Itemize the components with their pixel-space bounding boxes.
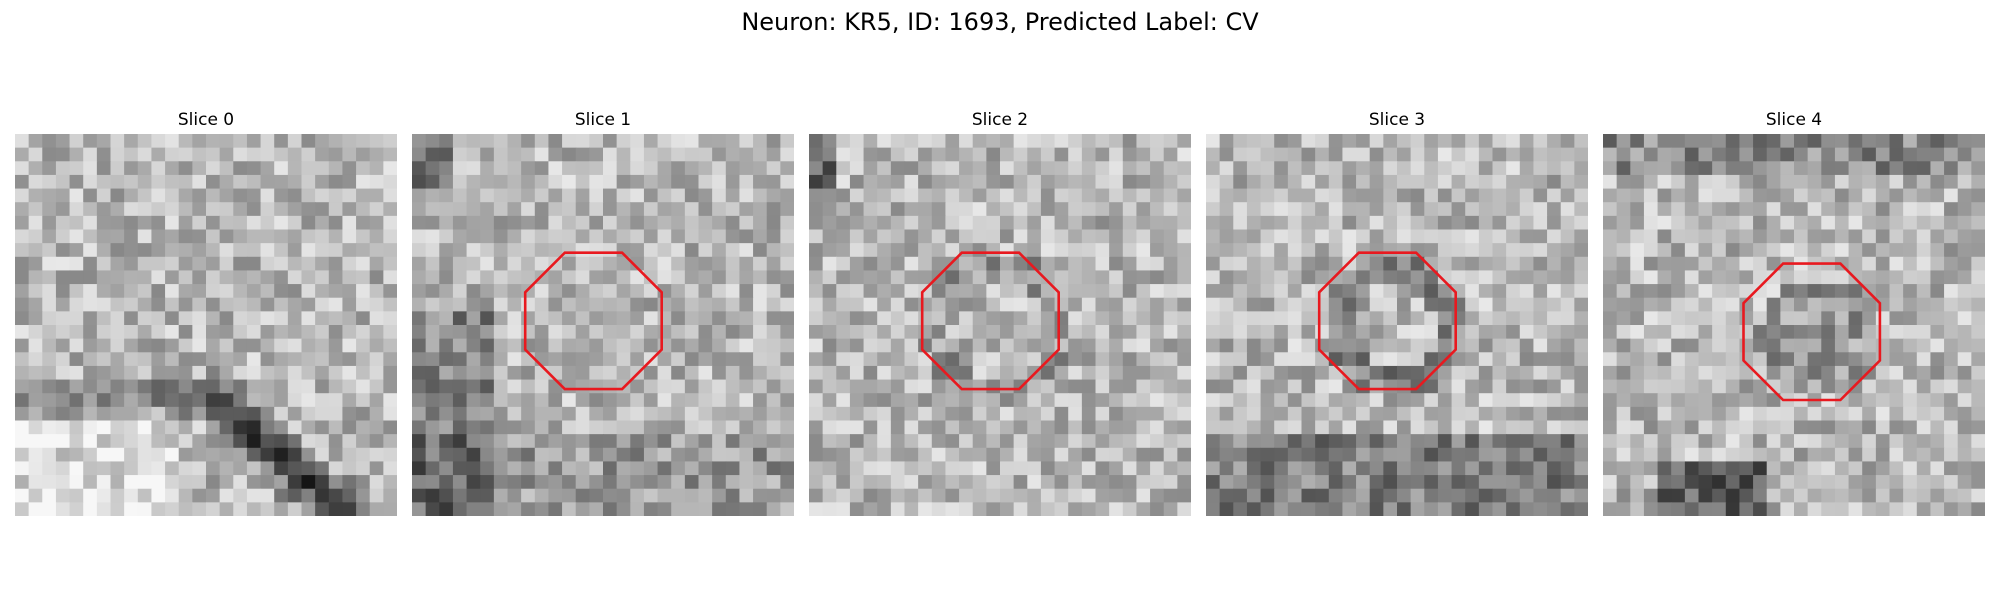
slice-image-0 [15, 134, 397, 516]
slice-title-1: Slice 1 [574, 110, 632, 130]
pixel-grid-4 [1603, 134, 1985, 516]
slice-image-2 [809, 134, 1191, 516]
roi-contour-2 [920, 251, 1060, 391]
pixel-grid-3 [1206, 134, 1588, 516]
roi-contour-4 [1742, 262, 1882, 402]
slice-image-4 [1603, 134, 1985, 516]
slice-title-3: Slice 3 [1368, 110, 1426, 130]
slice-panel-2: Slice 2 [809, 108, 1191, 516]
slice-panel-0: Slice 0 [15, 108, 397, 516]
slice-title-4: Slice 4 [1765, 110, 1823, 130]
slice-panel-4: Slice 4 [1603, 108, 1985, 516]
roi-contour-1 [523, 251, 663, 391]
slice-panel-1: Slice 1 [412, 108, 794, 516]
pixel-grid-2 [809, 134, 1191, 516]
figure-title: Neuron: KR5, ID: 1693, Predicted Label: … [741, 8, 1259, 36]
slice-panel-3: Slice 3 [1206, 108, 1588, 516]
slice-title-0: Slice 0 [177, 110, 235, 130]
pixel-grid-0 [15, 134, 397, 516]
slice-title-2: Slice 2 [971, 110, 1029, 130]
slice-image-1 [412, 134, 794, 516]
pixel-grid-1 [412, 134, 794, 516]
slice-image-3 [1206, 134, 1588, 516]
roi-contour-3 [1317, 251, 1457, 391]
